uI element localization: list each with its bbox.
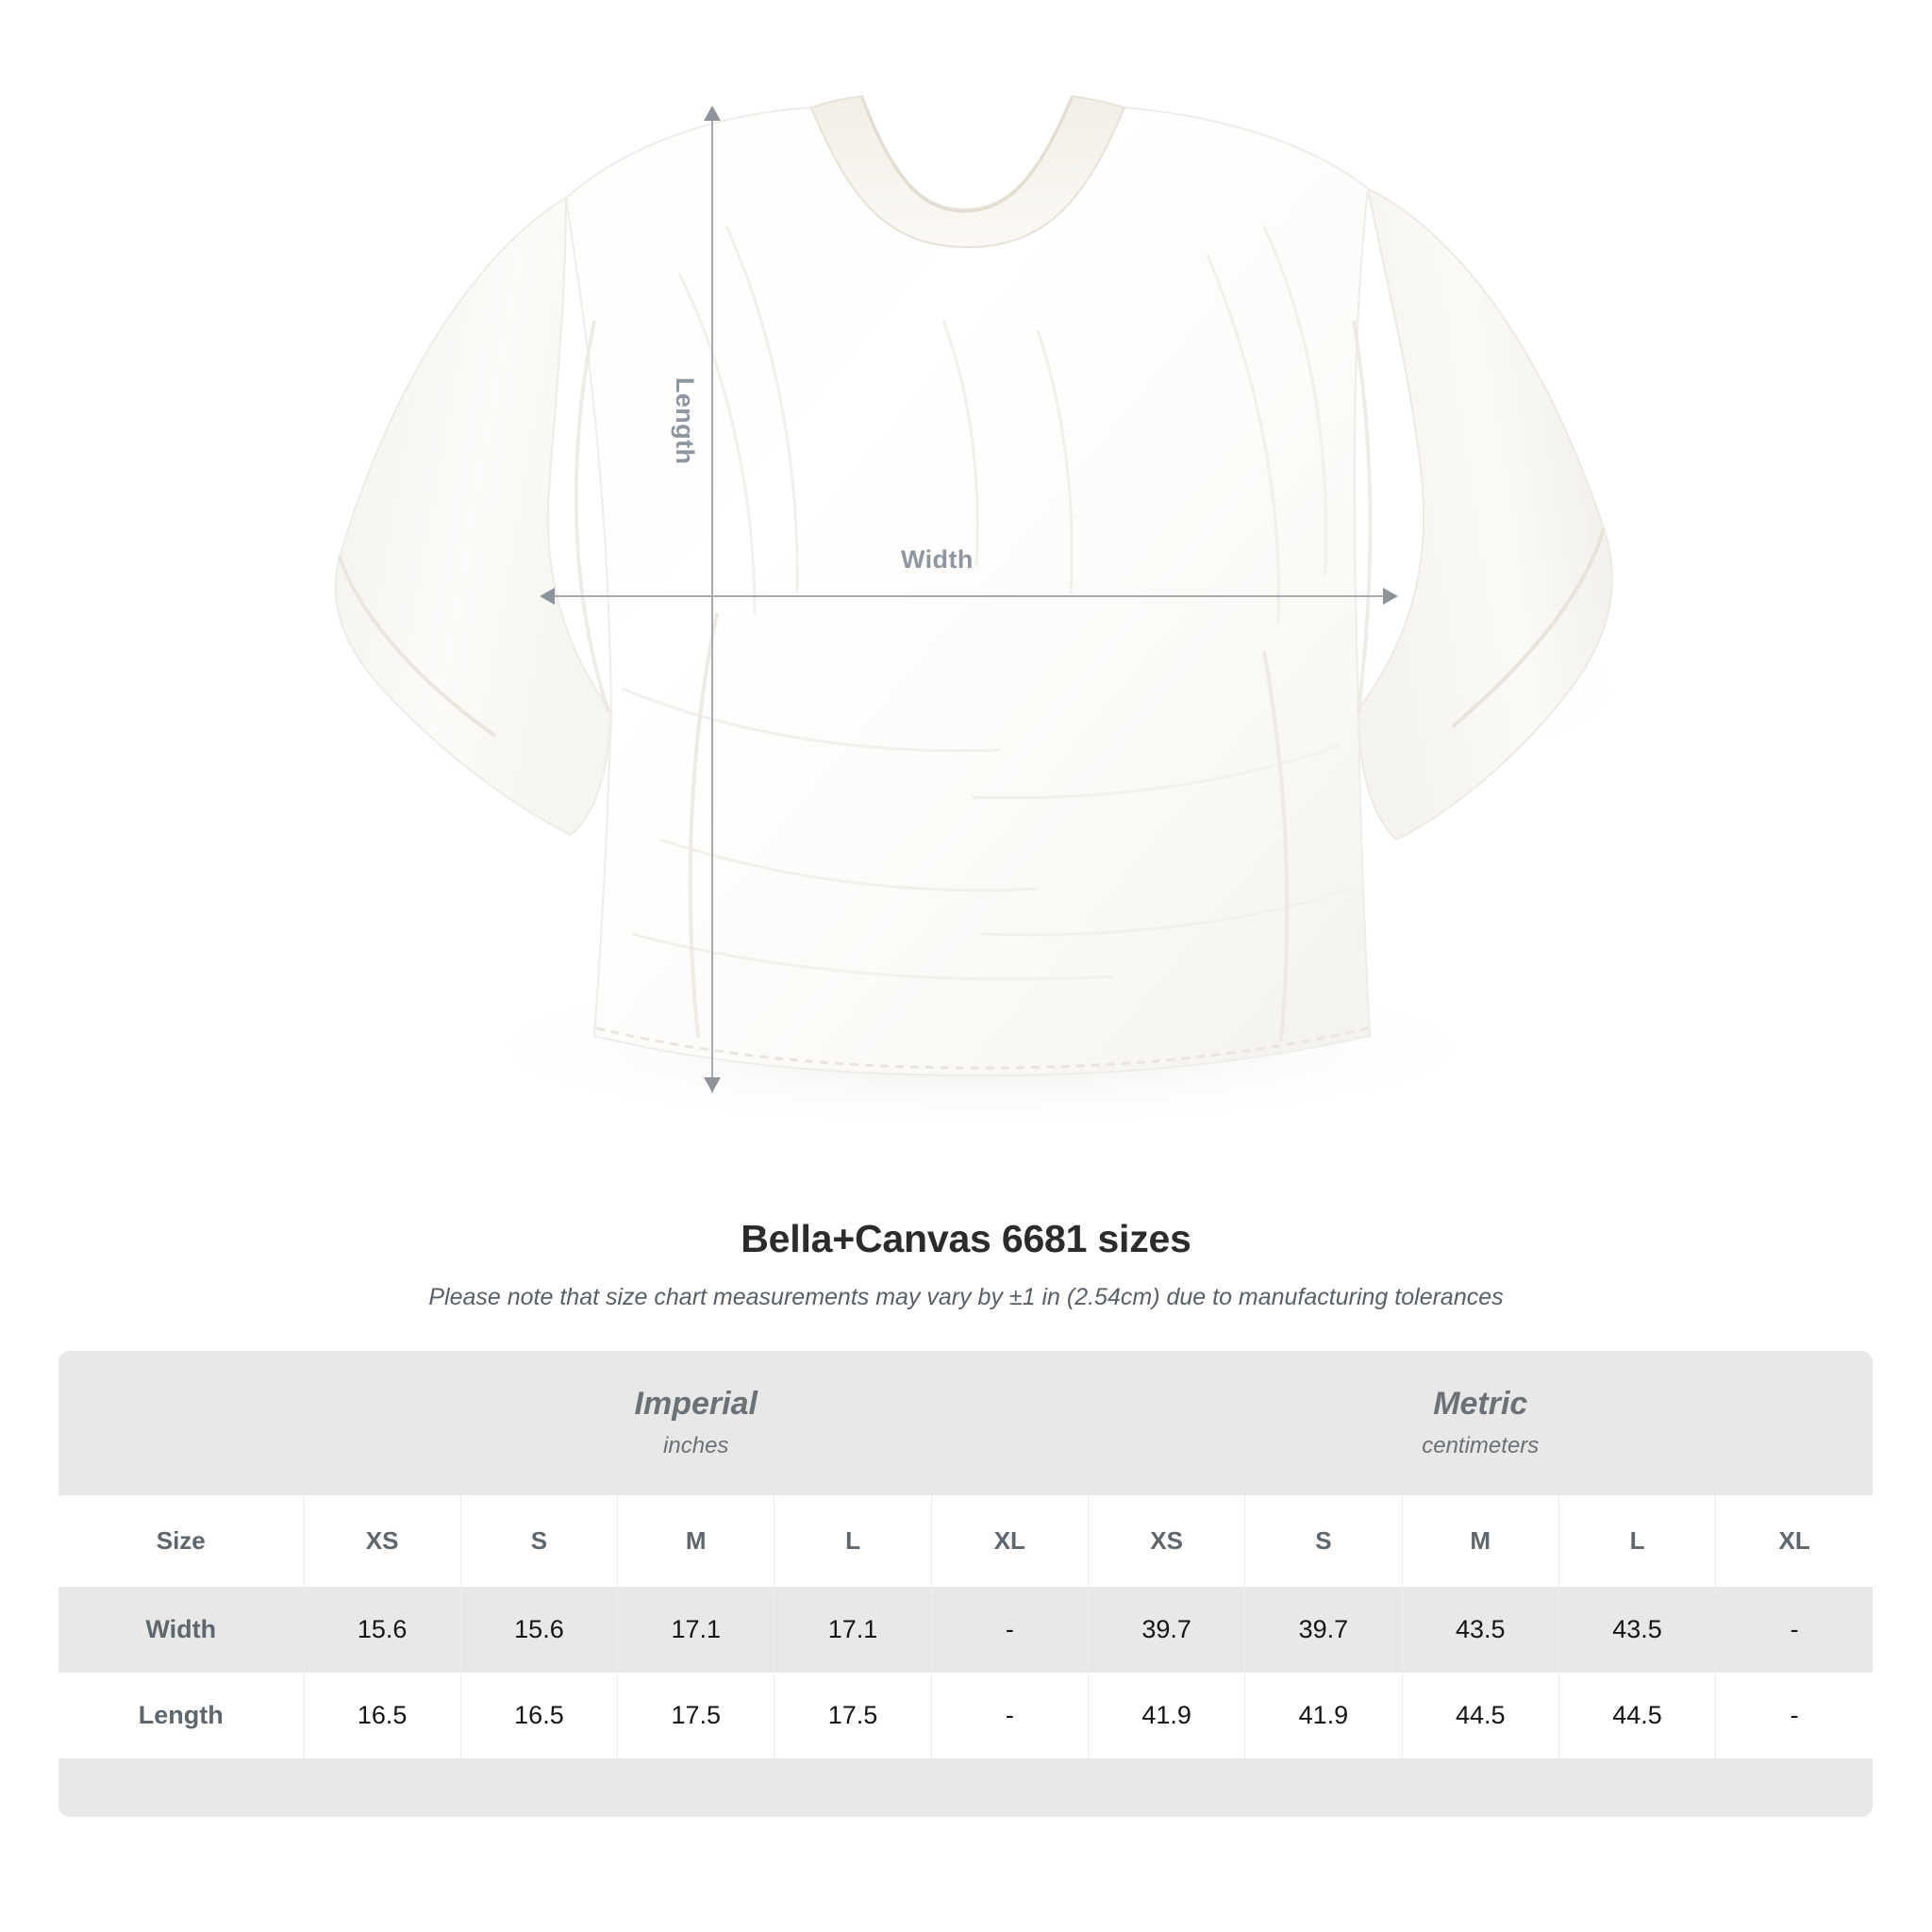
cell-width-metric-s: 39.7 — [1244, 1587, 1403, 1673]
row-label-width: Width — [145, 1615, 217, 1643]
cell-length-imperial-l: 17.5 — [774, 1673, 932, 1758]
cell-length-imperial-s: 16.5 — [459, 1673, 618, 1758]
unit-header-spacer — [58, 1351, 304, 1495]
table-row: Length 16.5 16.5 17.5 17.5 - 41.9 41.9 4… — [58, 1673, 1873, 1758]
cell-length-imperial-xs: 16.5 — [303, 1673, 461, 1758]
tshirt-image — [283, 85, 1651, 1123]
table-row: Width 15.6 15.6 17.1 17.1 - 39.7 39.7 43… — [58, 1587, 1873, 1673]
size-chart-table: Imperial inches Metric centimeters Size … — [58, 1351, 1873, 1817]
cell-length-metric-s: 41.9 — [1244, 1673, 1403, 1758]
unit-group-imperial-sub: inches — [663, 1432, 729, 1458]
cell-width-imperial-l: 17.1 — [774, 1587, 932, 1673]
size-header-imperial-l: L — [774, 1495, 932, 1587]
width-measure-label: Width — [901, 545, 974, 574]
tolerance-note: Please note that size chart measurements… — [428, 1284, 1504, 1310]
unit-group-metric-name: Metric — [1433, 1385, 1528, 1422]
cell-width-imperial-s: 15.6 — [459, 1587, 618, 1673]
size-header-imperial-m: M — [617, 1495, 774, 1587]
tshirt-illustration — [334, 94, 1632, 1123]
unit-group-header-row: Imperial inches Metric centimeters — [58, 1351, 1873, 1495]
size-header-imperial-s: S — [459, 1495, 618, 1587]
cell-width-metric-m: 43.5 — [1401, 1587, 1559, 1673]
unit-group-metric: Metric centimeters — [1088, 1351, 1873, 1495]
cell-length-imperial-xl: - — [930, 1673, 1089, 1758]
size-header-metric-l: L — [1557, 1495, 1716, 1587]
size-header-metric-m: M — [1401, 1495, 1559, 1587]
cell-length-imperial-m: 17.5 — [617, 1673, 774, 1758]
unit-group-imperial-name: Imperial — [634, 1385, 758, 1422]
width-guide-line — [547, 595, 1396, 597]
size-header-imperial-xl: XL — [930, 1495, 1089, 1587]
unit-group-imperial: Imperial inches — [304, 1351, 1088, 1495]
cell-width-metric-xs: 39.7 — [1087, 1587, 1245, 1673]
length-guide-line — [711, 113, 713, 1092]
cell-width-metric-l: 43.5 — [1557, 1587, 1716, 1673]
cell-width-imperial-xl: - — [930, 1587, 1089, 1673]
cell-width-metric-xl: - — [1715, 1587, 1873, 1673]
cell-length-metric-m: 44.5 — [1401, 1673, 1559, 1758]
cell-length-metric-l: 44.5 — [1557, 1673, 1716, 1758]
size-header-metric-s: S — [1244, 1495, 1403, 1587]
width-arrow-left-icon — [540, 588, 555, 605]
size-header-row: Size XS S M L XL XS S M L XL — [58, 1495, 1873, 1587]
page-title: Bella+Canvas 6681 sizes — [741, 1217, 1191, 1260]
size-header-metric-xl: XL — [1715, 1495, 1873, 1587]
cell-width-imperial-m: 17.1 — [617, 1587, 774, 1673]
cell-length-metric-xl: - — [1715, 1673, 1873, 1758]
cell-length-metric-xs: 41.9 — [1087, 1673, 1245, 1758]
table-footer-spacer — [58, 1758, 1873, 1817]
table-footer-row — [58, 1758, 1873, 1817]
product-photo-area: Length Width — [283, 85, 1651, 1123]
length-arrow-up-icon — [704, 106, 721, 121]
row-label-length: Length — [138, 1701, 224, 1729]
length-measure-label: Length — [671, 377, 699, 465]
size-header-imperial-xs: XS — [303, 1495, 461, 1587]
length-arrow-down-icon — [704, 1077, 721, 1092]
unit-group-metric-sub: centimeters — [1422, 1432, 1540, 1458]
size-header-label: Size — [156, 1526, 206, 1555]
size-header-metric-xs: XS — [1087, 1495, 1245, 1587]
width-arrow-right-icon — [1383, 588, 1398, 605]
cell-width-imperial-xs: 15.6 — [303, 1587, 461, 1673]
